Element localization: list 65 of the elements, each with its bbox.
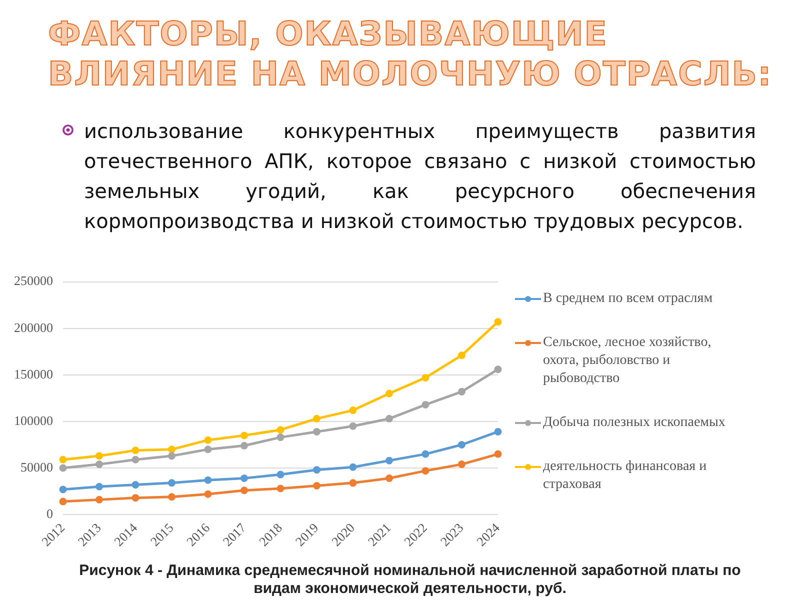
point [312, 414, 320, 422]
legend-label: Сельское, лесное хозяйство, охота, рыболовство и рыбоводство [543, 334, 712, 388]
point [59, 464, 67, 472]
point [494, 450, 502, 458]
point [494, 428, 502, 436]
point [168, 452, 176, 460]
chart-title: ФАКТОРЫ, ОКАЗЫВАЮЩИЕ ВЛИЯНИЕ НА МОЛОЧНУЮ ОТРАСЛЬ: [48, 14, 774, 94]
point [385, 414, 393, 422]
point [276, 470, 284, 478]
point [276, 484, 284, 492]
point [59, 456, 67, 464]
point [132, 446, 140, 454]
legend-label: Добыча полезных ископаемых [543, 414, 726, 432]
point [168, 479, 176, 487]
point [240, 442, 248, 450]
point [312, 482, 320, 490]
point [276, 434, 284, 442]
point [96, 482, 103, 490]
point [349, 479, 357, 487]
point [240, 474, 248, 482]
point [132, 481, 140, 489]
point [240, 432, 248, 440]
point [458, 441, 466, 448]
point [422, 374, 430, 382]
y-tick-label: 250000 [14, 273, 53, 288]
point [132, 456, 140, 464]
point [96, 452, 103, 460]
point [96, 496, 103, 504]
point [458, 352, 466, 360]
y-tick-label: 0 [46, 506, 53, 522]
point [276, 426, 284, 434]
legend-label: деятельность финансовая и страховая [543, 458, 708, 494]
point [59, 498, 67, 506]
y-tick-label: 100000 [14, 412, 53, 428]
point [349, 406, 357, 414]
point [168, 446, 176, 454]
point [132, 494, 140, 502]
point [204, 476, 212, 484]
point [204, 446, 212, 454]
point [349, 463, 357, 471]
point [422, 467, 430, 475]
y-tick-label: 200000 [14, 320, 53, 335]
y-tick-label: 50000 [20, 459, 53, 474]
point [168, 493, 176, 501]
point [494, 318, 502, 326]
point [458, 460, 466, 468]
point [312, 428, 320, 436]
chart-subtitle: использование конкурентных преимуществ развития отечественного АПК, которое связано с низкой стоимостью земельных угодий, как ресурсного обеспечения кормопроизводства и низкой стоимостью трудовых ресурсов. [84, 118, 756, 235]
point [204, 490, 212, 498]
point [240, 486, 248, 494]
point [422, 450, 430, 458]
point [349, 422, 357, 430]
point [385, 456, 393, 464]
legend-label: В среднем по всем отраслям [543, 290, 713, 308]
point [458, 388, 466, 396]
point [494, 366, 502, 374]
y-tick-label: 150000 [14, 366, 53, 382]
text: Рисунок 4 - Динамика среднемесячной номинальной начисленной заработной платы по видам экономической деятельности, руб. [78, 562, 742, 598]
point [96, 460, 103, 468]
point [312, 466, 320, 474]
point [59, 486, 67, 494]
point [385, 474, 393, 482]
point [385, 390, 393, 398]
point [204, 436, 212, 444]
point [422, 400, 430, 408]
